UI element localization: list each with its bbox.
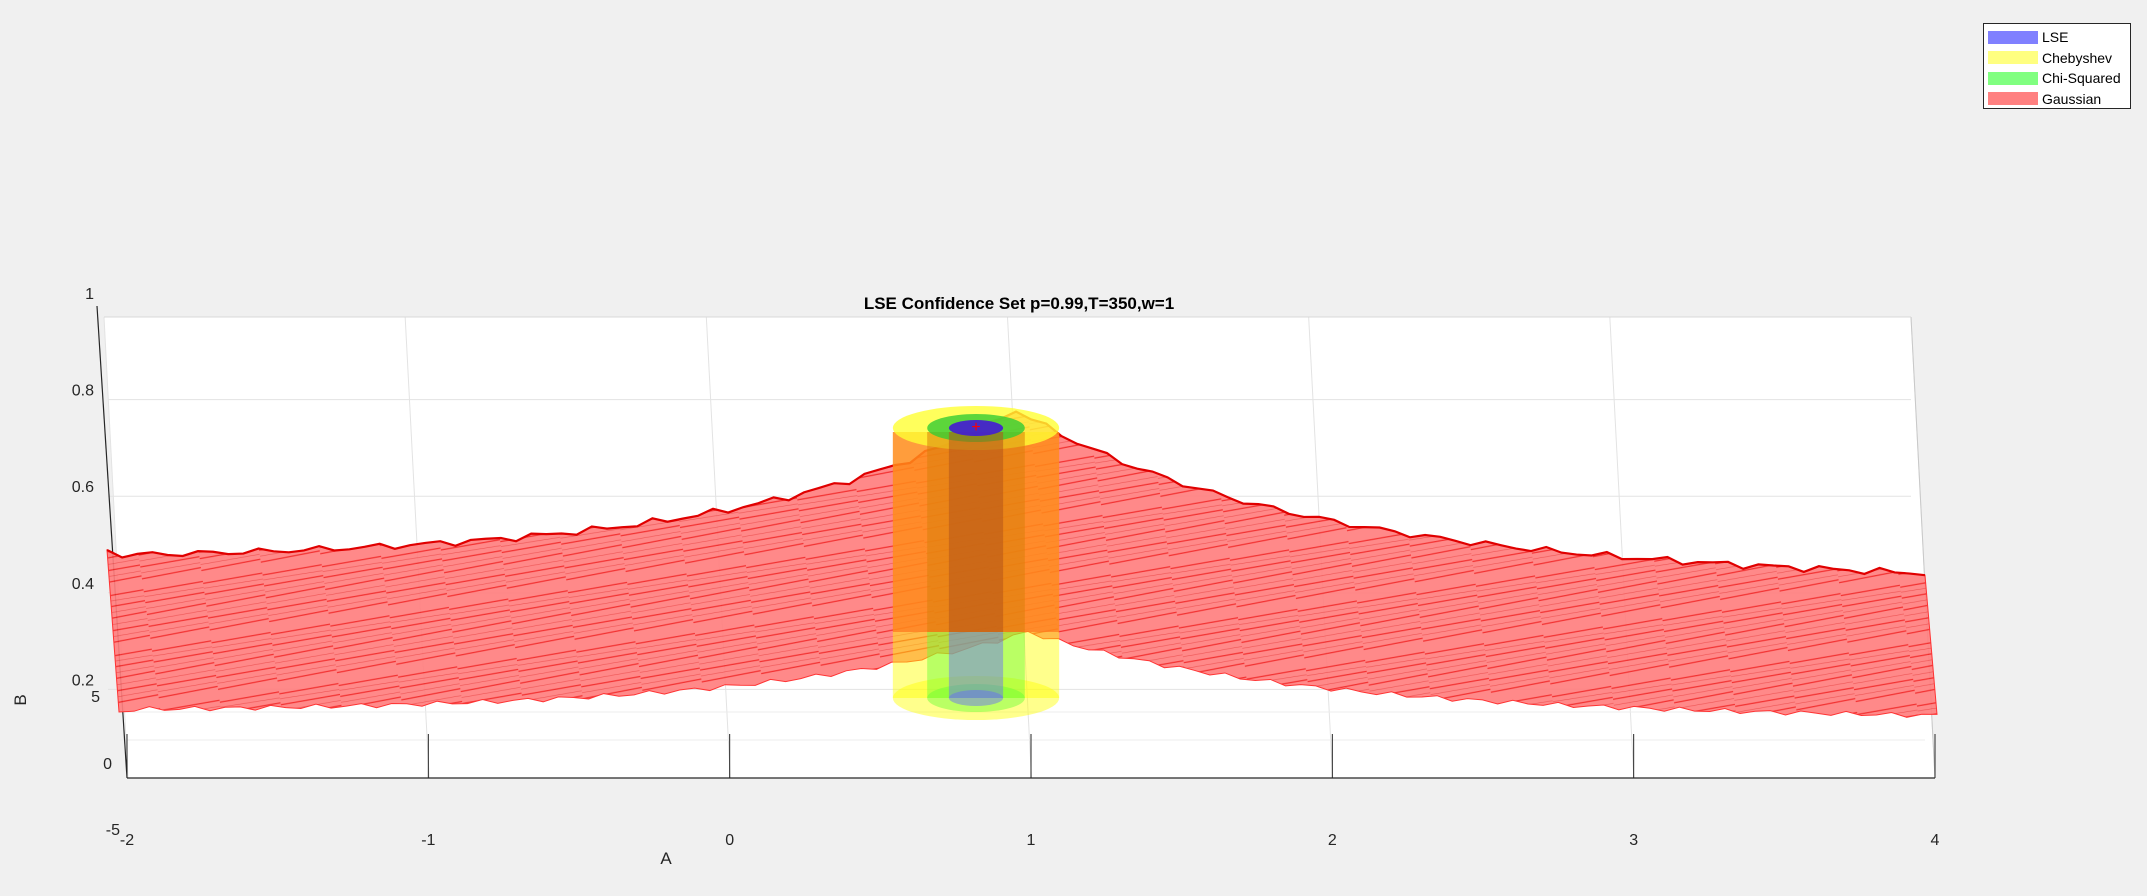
x-tick-label-2: 0 bbox=[725, 832, 734, 849]
y-tick-label-1: 0 bbox=[103, 756, 112, 773]
legend-item-gaussian: Gaussian bbox=[1988, 89, 2126, 110]
legend: LSE Chebyshev Chi-Squared Gaussian bbox=[1983, 23, 2131, 109]
legend-swatch-lse bbox=[1988, 30, 2038, 44]
x-tick-label-1: -1 bbox=[421, 832, 435, 849]
y-axis-ticks: -5 0 5 bbox=[91, 689, 120, 839]
legend-label-gaussian: Gaussian bbox=[2042, 90, 2102, 107]
x-tick-label-0: -2 bbox=[120, 832, 134, 849]
chart-title: LSE Confidence Set p=0.99,T=350,w=1 bbox=[864, 294, 1174, 313]
z-tick-label-1: 0.4 bbox=[72, 576, 94, 593]
center-point-marker: + bbox=[971, 419, 980, 436]
z-tick-label-0: 0.2 bbox=[72, 672, 94, 689]
cylinder-chebyshev-base bbox=[892, 676, 1060, 720]
x-axis-label: A bbox=[660, 849, 672, 868]
legend-label-lse: LSE bbox=[2042, 29, 2069, 46]
cylinder-lse-lower bbox=[948, 632, 1004, 698]
z-tick-label-3: 0.8 bbox=[72, 383, 94, 400]
legend-item-chebyshev: Chebyshev bbox=[1988, 48, 2126, 69]
legend-swatch-chebyshev bbox=[1988, 51, 2038, 65]
x-axis-ticks: -2 -1 0 1 2 3 4 bbox=[120, 734, 1940, 849]
z-tick-label-2: 0.6 bbox=[72, 479, 94, 496]
cylinder-chebyshev-lower bbox=[892, 632, 1060, 698]
legend-swatch-chi-squared bbox=[1988, 71, 2038, 85]
y-axis-label: B bbox=[11, 694, 30, 705]
y-tick-label-0: -5 bbox=[106, 822, 120, 839]
legend-item-lse: LSE bbox=[1988, 27, 2126, 48]
legend-swatch-gaussian bbox=[1988, 92, 2038, 106]
legend-label-chi-squared: Chi-Squared bbox=[2042, 70, 2121, 87]
z-axis-ticks: 0.2 0.4 0.6 0.8 1 bbox=[72, 286, 94, 689]
floor-grid bbox=[120, 711, 1925, 741]
legend-label-chebyshev: Chebyshev bbox=[2042, 49, 2113, 66]
cylinder-lse-base bbox=[948, 690, 1004, 706]
x-tick-label-5: 3 bbox=[1629, 832, 1638, 849]
cylinder-lse-middle bbox=[948, 432, 1004, 632]
x-tick-label-3: 1 bbox=[1027, 832, 1036, 849]
cylinder-chi-squared-base bbox=[927, 684, 1025, 712]
z-tick-label-4: 1 bbox=[85, 286, 94, 303]
x-tick-label-4: 2 bbox=[1328, 832, 1337, 849]
cylinder-group bbox=[892, 406, 1060, 720]
y-tick-label-2: 5 bbox=[91, 689, 100, 706]
x-tick-label-6: 4 bbox=[1931, 832, 1940, 849]
legend-item-chi-squared: Chi-Squared bbox=[1988, 68, 2126, 89]
cylinder-lse-top bbox=[948, 420, 1004, 436]
cylinder-chi-squared-lower bbox=[927, 632, 1025, 698]
